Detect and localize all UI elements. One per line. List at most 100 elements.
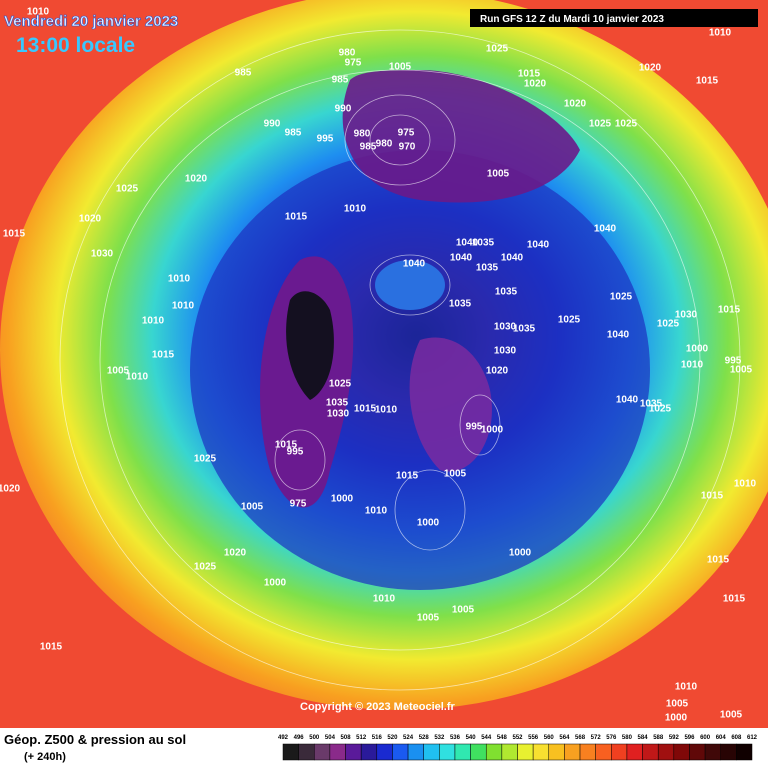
- isobar-label: 1005: [417, 613, 440, 624]
- scale-swatch: [454, 743, 471, 761]
- isobar-label: 1020: [79, 214, 102, 225]
- color-scale: 492 496 500 504 508 512 516 520 524 528 532 536 540 5…: [278, 735, 758, 761]
- isobar-label: 1015: [152, 350, 175, 361]
- isobar-label: 1010: [365, 506, 388, 517]
- isobar-label: 1015: [396, 471, 419, 482]
- scale-swatch: [657, 743, 675, 761]
- scale-label: 608: [731, 735, 742, 741]
- isobar-label: 1000: [417, 518, 440, 529]
- scale-label: 556: [528, 735, 539, 741]
- scale-swatch: [423, 743, 440, 761]
- scale-label: 596: [684, 735, 695, 741]
- valid-time: 13:00 locale: [16, 34, 135, 57]
- scale-label: 532: [434, 735, 445, 741]
- isobar-label: 1020: [486, 366, 509, 377]
- isobar-label: 1025: [610, 292, 633, 303]
- isobar-label: 1035: [476, 263, 499, 274]
- isobar-label: 1005: [241, 502, 264, 513]
- isobar-label: 1015: [723, 594, 746, 605]
- isobar-label: 1005: [107, 366, 130, 377]
- isobar-label: 1010: [375, 405, 398, 416]
- scale-label: 540: [466, 735, 477, 741]
- scale-swatch: [345, 743, 362, 761]
- isobar-label: 1020: [524, 79, 547, 90]
- scale-swatch: [282, 743, 299, 761]
- isobar-label: 1010: [681, 360, 704, 371]
- scale-label: 584: [638, 735, 649, 741]
- isobar-label: 1030: [494, 322, 517, 333]
- scale-swatch: [611, 743, 628, 761]
- isobar-label: 1010: [168, 274, 191, 285]
- isobar-label: 1000: [686, 344, 709, 355]
- scale-label: 528: [419, 735, 430, 741]
- isobar-label: 1040: [616, 395, 639, 406]
- isobar-label: 1015: [40, 642, 63, 653]
- isobar-label: 1040: [450, 253, 473, 264]
- isobar-label: 1035: [495, 287, 518, 298]
- isobar-label: 1010: [172, 301, 195, 312]
- isobar-label: 975: [345, 58, 362, 69]
- scale-label: 600: [700, 735, 711, 741]
- isobar-label: 1010: [126, 372, 149, 383]
- isobar-label: 1020: [564, 99, 587, 110]
- isobar-label: 1035: [513, 324, 536, 335]
- scale-swatch: [376, 743, 393, 761]
- isobar-label: 1025: [589, 119, 612, 130]
- scale-swatch: [642, 743, 659, 761]
- isobar-label: 1005: [444, 469, 467, 480]
- valid-date: Vendredi 20 janvier 2023: [4, 13, 178, 30]
- scale-label: 524: [403, 735, 414, 741]
- footer-title: Géop. Z500 & pression au sol: [4, 732, 186, 747]
- scale-label: 604: [716, 735, 727, 741]
- scale-label: 536: [450, 735, 461, 741]
- scale-label: 592: [669, 735, 680, 741]
- isobar-label: 990: [264, 119, 281, 130]
- isobar-label: 1020: [224, 548, 247, 559]
- isobar-label: 1000: [665, 713, 688, 724]
- isobar-label: 1015: [285, 212, 308, 223]
- isobar-label: 980: [376, 139, 393, 150]
- isobar-label: 1025: [558, 315, 581, 326]
- low-area: [342, 70, 580, 203]
- isobar-label: 1010: [373, 594, 396, 605]
- copyright: Copyright © 2023 Meteociel.fr: [300, 701, 456, 713]
- scale-swatch: [314, 743, 331, 761]
- scale-label: 504: [325, 735, 336, 741]
- isobar-label: 1005: [389, 62, 412, 73]
- scale-swatch: [689, 743, 706, 761]
- scale-swatch: [407, 743, 424, 761]
- scale-label: 568: [575, 735, 586, 741]
- isobar-label: 1010: [734, 479, 757, 490]
- isobar-label: 1035: [449, 299, 472, 310]
- scale-swatch: [579, 743, 596, 761]
- isobar-label: 1015: [718, 305, 741, 316]
- isobar-label: 1025: [194, 454, 217, 465]
- isobar-label: 1010: [709, 28, 732, 39]
- isobar-label: 1035: [472, 238, 495, 249]
- scale-swatch: [595, 743, 612, 761]
- scale-swatch: [329, 743, 346, 761]
- isobar-label: 1015: [3, 229, 26, 240]
- isobar-label: 980: [354, 129, 371, 140]
- scale-swatch: [439, 743, 456, 761]
- scale-swatch: [564, 743, 581, 761]
- scale-label: 516: [372, 735, 383, 741]
- isobar-label: 1040: [527, 240, 550, 251]
- isobar-label: 995: [466, 422, 483, 433]
- isobar-label: 1005: [487, 169, 510, 180]
- isobar-label: 995: [287, 447, 304, 458]
- isobar-label: 1000: [331, 494, 354, 505]
- scale-label: 612: [747, 735, 758, 741]
- isobar-label: 1030: [327, 409, 350, 420]
- isobar-label: 1040: [403, 259, 426, 270]
- isobar-label: 995: [725, 356, 742, 367]
- isobar-label: 1035: [640, 399, 663, 410]
- trough-core: [286, 291, 334, 400]
- scale-swatch: [517, 743, 534, 761]
- isobar-label: 985: [235, 68, 252, 79]
- scale-swatch: [392, 743, 409, 761]
- isobar-label: 1000: [509, 548, 532, 559]
- isobar-label: 1030: [675, 310, 698, 321]
